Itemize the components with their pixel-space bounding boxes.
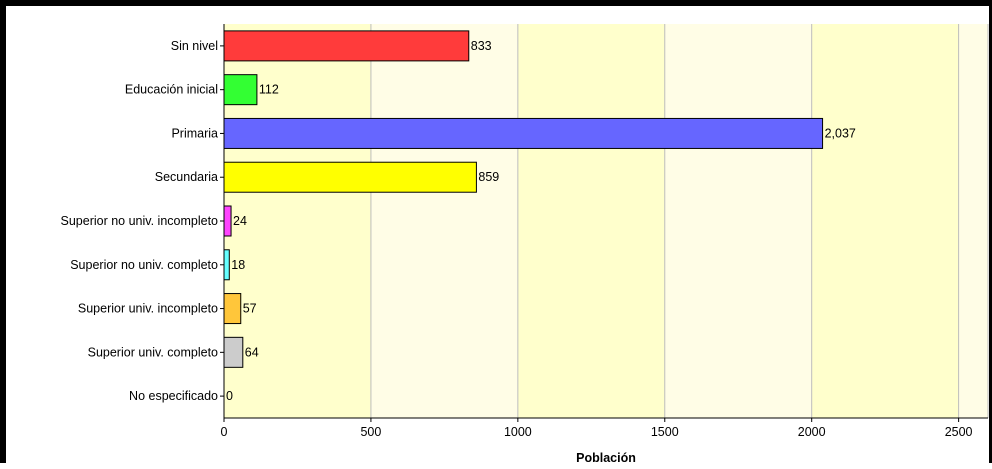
category-label-5: Superior no univ. completo <box>70 258 218 272</box>
bar-3 <box>223 161 477 193</box>
x-axis-title: Población <box>576 451 636 465</box>
x-tick-label-1500: 1500 <box>651 425 679 439</box>
category-label-1: Educación inicial <box>125 83 218 97</box>
bar-0 <box>223 30 470 62</box>
grid-lines <box>370 24 989 418</box>
bar-4 <box>223 205 232 237</box>
plot-band-4 <box>811 24 959 418</box>
axes <box>220 24 988 422</box>
category-label-0: Sin nivel <box>171 39 218 53</box>
plot-band-2 <box>517 24 665 418</box>
x-tick-label-2000: 2000 <box>798 425 826 439</box>
value-label-6: 57 <box>243 302 257 316</box>
value-label-2: 2,037 <box>825 126 856 140</box>
value-label-5: 18 <box>231 258 245 272</box>
labels: Sin nivel 833 Educación inicial 112 Primaria… <box>61 39 973 439</box>
bar-5 <box>223 249 230 281</box>
category-label-3: Secundaria <box>155 170 218 184</box>
bars <box>223 30 824 368</box>
category-label-8: No especificado <box>129 389 218 403</box>
bar-1 <box>223 74 258 106</box>
category-label-6: Superior univ. incompleto <box>78 302 218 316</box>
plot-band-5 <box>958 24 988 418</box>
value-label-1: 112 <box>259 83 279 97</box>
plot-background-bands <box>224 24 988 418</box>
x-tick-label-0: 0 <box>221 425 228 439</box>
value-label-4: 24 <box>233 214 247 228</box>
bar-6 <box>223 293 242 325</box>
value-label-7: 64 <box>245 345 259 359</box>
category-label-4: Superior no univ. incompleto <box>61 214 219 228</box>
value-label-0: 833 <box>471 39 492 53</box>
value-label-3: 859 <box>478 170 499 184</box>
plot-band-3 <box>664 24 812 418</box>
x-tick-label-1000: 1000 <box>504 425 532 439</box>
category-label-2: Primaria <box>171 126 218 140</box>
value-label-8: 0 <box>226 389 233 403</box>
bar-7 <box>223 336 244 368</box>
category-label-7: Superior univ. completo <box>88 345 218 359</box>
plot-band-1 <box>370 24 518 418</box>
x-tick-label-500: 500 <box>360 425 381 439</box>
bar-chart: Sin nivel 833 Educación inicial 112 Primaria… <box>61 24 989 465</box>
x-tick-label-2500: 2500 <box>945 425 973 439</box>
bar-2 <box>223 117 824 149</box>
